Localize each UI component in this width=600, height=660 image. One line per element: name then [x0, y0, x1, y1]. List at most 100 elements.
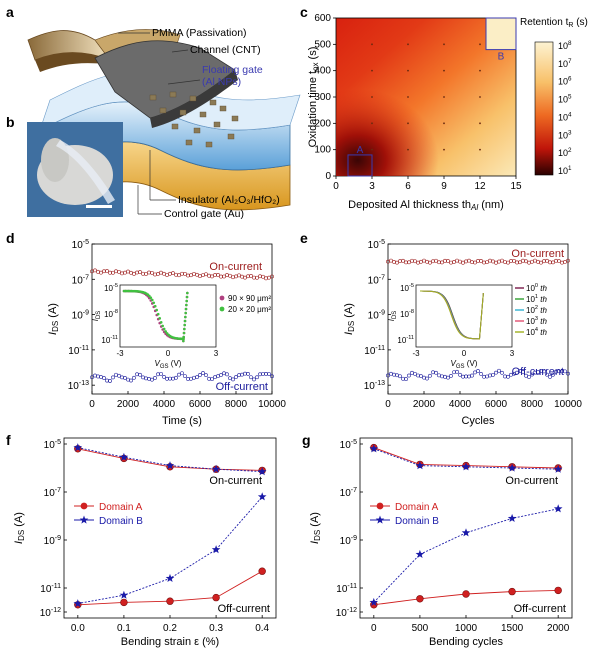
inset-curve-point: [183, 327, 186, 331]
heatmap-ytick-label: 0: [325, 171, 331, 182]
ytick-label: 10-13: [68, 380, 89, 392]
data-point-domain-a: [462, 590, 470, 598]
heatmap-sample-dot: [479, 43, 481, 46]
leader-floating-gate: [167, 79, 201, 85]
data-point-off-current: [542, 369, 546, 374]
data-point-off-current: [249, 375, 253, 380]
data-point-off-current: [246, 372, 250, 376]
colorbar-tick-label: 106: [558, 76, 572, 87]
plot-g-legend: Domain A Domain B: [370, 502, 439, 527]
plot-g-xlabel: Bending cycles: [429, 636, 503, 648]
inset-legend-label: 102 th: [526, 305, 547, 315]
label-pmma: PMMA (Passivation): [152, 27, 247, 39]
plot-f-axes: 0.0 0.1 0.2 0.3 0.4 10-5 10-7 10-9 10-11 10-12: [40, 439, 270, 634]
data-point-off-current: [225, 372, 229, 377]
al-np-dot: [179, 109, 187, 116]
inset-curve-point: [150, 298, 154, 302]
plot-g-off-label: Off-current: [514, 603, 566, 615]
label-floating-gate: Floating gate: [202, 64, 263, 76]
data-point-off-current: [219, 373, 223, 377]
device-schematic: a PMMA (Passivation) Channel (CNT) Float…: [6, 4, 301, 220]
inset-legend-label: 101 th: [526, 294, 547, 304]
xtick-label: 6000: [189, 399, 212, 410]
plot-d-axes: 0 2000 4000 6000 8000 10000 10-5 10-7 10-9 10-11 1…: [68, 239, 287, 410]
data-point-on-current: [237, 273, 241, 278]
data-point-on-current: [99, 270, 103, 275]
inset-xlabel: VGS (V): [155, 359, 182, 370]
inset-curve-point: [185, 299, 188, 303]
inset-curve-point: [183, 323, 186, 327]
heatmap-sample-dot: [479, 69, 481, 72]
inset-xtick-label: 0: [166, 349, 171, 358]
heatmap-ytick-label: 200: [314, 118, 331, 129]
photo-scale-bar: [86, 205, 112, 208]
inset-legend-label: 90 × 90 μm²: [228, 294, 271, 303]
data-point-on-current: [183, 271, 187, 276]
inset-curve-point: [147, 294, 151, 298]
ytick-label: 10-9: [340, 535, 357, 547]
heatmap-sample-dot: [407, 69, 409, 72]
plot-f-ylabel: IDS (A): [13, 512, 26, 544]
data-point-off-current: [563, 369, 567, 374]
data-point-off-current: [204, 373, 208, 378]
data-point-on-current: [177, 273, 181, 278]
panel-label-g: g: [302, 432, 311, 448]
ytick-label: 10-7: [72, 274, 89, 286]
plot-d-off-label: Off-current: [216, 381, 268, 393]
legend-marker-domain-a: [80, 502, 88, 510]
data-point-domain-b: [165, 461, 175, 470]
colorbar-tick-label: 103: [558, 129, 572, 140]
data-point-off-current: [458, 372, 462, 377]
al-np-dot: [227, 133, 235, 140]
ytick-label: 10-5: [340, 439, 357, 451]
label-floating-gate-np: (Al NPs): [202, 76, 241, 88]
data-point-on-current: [524, 259, 528, 264]
data-point-off-current: [494, 370, 498, 375]
data-point-off-current: [407, 373, 411, 378]
ytick-label: 10-11: [336, 583, 357, 595]
data-point-off-current: [434, 370, 438, 375]
data-point-domain-b: [461, 462, 471, 471]
ytick-label: 10-5: [368, 239, 385, 251]
data-point-on-current: [557, 259, 561, 264]
data-point-off-current: [123, 376, 127, 380]
data-point-off-current: [180, 371, 184, 376]
inset-curve-point: [184, 315, 187, 319]
data-point-domain-a: [212, 593, 220, 602]
data-point-off-current: [267, 372, 271, 376]
plot-e-series: [386, 258, 570, 381]
colorbar-tick-label: 102: [558, 147, 572, 158]
data-point-off-current: [231, 377, 235, 382]
data-point-on-current: [389, 258, 393, 263]
data-point-domain-b: [211, 545, 221, 554]
xtick-label: 0.0: [71, 623, 85, 634]
data-point-on-current: [228, 273, 232, 278]
data-point-on-current: [473, 260, 477, 265]
heatmap-regions: AB: [347, 17, 517, 177]
panel-label-f: f: [6, 432, 11, 448]
al-np-dot: [213, 121, 221, 128]
heatmap-region-label: A: [357, 145, 364, 156]
heatmap-ytick-label: 600: [314, 13, 331, 24]
panel-label-b: b: [6, 114, 15, 130]
inset-curve-point: [185, 303, 188, 307]
inset-ytick-label: 10-5: [400, 283, 414, 293]
data-point-on-current: [195, 272, 199, 277]
colorbar-ticks: 108 107 106 105 104 103 102 101: [558, 40, 572, 176]
heatmap-sample-dot: [407, 122, 409, 125]
legend-label: Domain A: [395, 502, 439, 513]
xtick-label: 2000: [547, 623, 570, 634]
data-point-on-current: [518, 260, 522, 265]
data-point-domain-b: [257, 467, 267, 476]
data-point-on-current: [150, 270, 154, 275]
inset-curve-point: [184, 311, 187, 315]
inset-curve-point: [159, 321, 163, 324]
legend-label: Domain A: [99, 502, 143, 513]
inset-legend-label: 20 × 20 μm²: [228, 305, 271, 314]
heatmap-sample-dot: [479, 96, 481, 98]
series-line-domain-b: [77, 447, 263, 473]
data-point-off-current: [530, 372, 534, 377]
data-point-off-current: [476, 369, 480, 373]
data-point-on-current: [446, 259, 450, 263]
data-point-on-current: [428, 260, 432, 265]
